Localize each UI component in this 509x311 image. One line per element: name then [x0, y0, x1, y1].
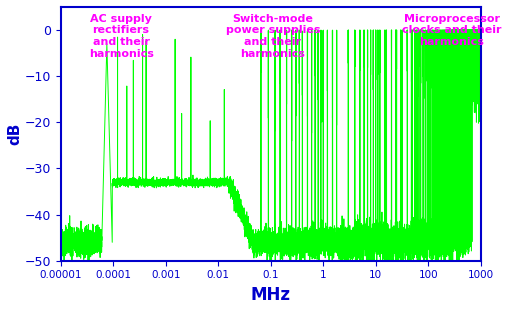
X-axis label: MHz: MHz	[250, 286, 290, 304]
Text: Switch-mode
power supplies
and their
harmonics: Switch-mode power supplies and their har…	[225, 14, 320, 59]
Text: AC supply
rectifiers
and their
harmonics: AC supply rectifiers and their harmonics	[89, 14, 153, 59]
Text: Microprocessor
clocks and their
harmonics: Microprocessor clocks and their harmonic…	[401, 14, 500, 47]
Y-axis label: dB: dB	[7, 123, 22, 145]
